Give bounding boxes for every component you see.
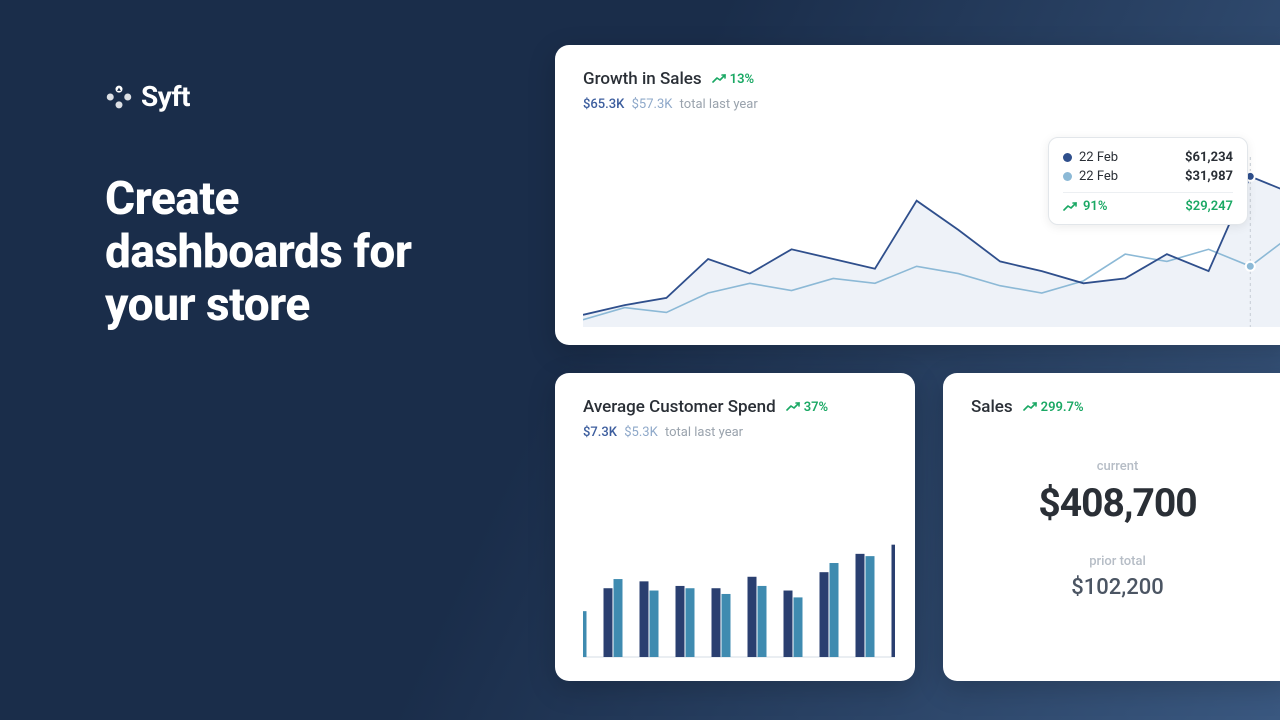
sales-card: Sales 299.7% current $408,700 prior tota… [943, 373, 1280, 681]
series-dot-icon [1063, 153, 1072, 162]
growth-header: Growth in Sales 13% [583, 69, 1280, 89]
growth-secondary-value: $57.3K [632, 97, 673, 112]
growth-card: Growth in Sales 13% $65.3K $57.3K total … [555, 45, 1280, 345]
growth-primary-value: $65.3K [583, 97, 624, 112]
tooltip-value: $31,987 [1185, 169, 1233, 184]
spend-card: Average Customer Spend 37% $7.3K $5.3K t… [555, 373, 915, 681]
sales-pct: 299.7% [1023, 400, 1084, 415]
chart-tooltip: 22 Feb $61,234 22 Feb $31,987 91% $29,24… [1048, 137, 1248, 225]
sales-current-value: $408,700 [943, 480, 1280, 526]
growth-subline: $65.3K $57.3K total last year [583, 97, 1280, 112]
sales-current-label: current [943, 459, 1280, 474]
dashboard-panel: Growth in Sales 13% $65.3K $57.3K total … [555, 0, 1280, 720]
tooltip-value: $61,234 [1185, 150, 1233, 165]
trend-up-icon [712, 74, 726, 84]
tooltip-pct: 91% [1083, 199, 1107, 214]
spend-header: Average Customer Spend 37% [583, 397, 887, 417]
sales-prior-value: $102,200 [943, 575, 1280, 600]
brand-logo: Syft [105, 80, 555, 113]
sales-body: current $408,700 prior total $102,200 [943, 459, 1280, 600]
tooltip-divider [1063, 192, 1233, 193]
series-dot-icon [1063, 172, 1072, 181]
spend-pct: 37% [786, 400, 828, 415]
growth-title: Growth in Sales [583, 69, 702, 89]
trend-up-icon [1063, 202, 1077, 212]
spend-subline: $7.3K $5.3K total last year [583, 425, 887, 440]
growth-pct-text: 13% [730, 72, 754, 87]
tooltip-row: 22 Feb $61,234 [1063, 148, 1233, 167]
hero-panel: Syft Create dashboards for your store [0, 0, 555, 720]
tooltip-diff: $29,247 [1185, 199, 1233, 214]
spend-pct-text: 37% [804, 400, 828, 415]
tooltip-row: 22 Feb $31,987 [1063, 167, 1233, 186]
logo-mark-icon [105, 83, 133, 111]
hero-headline: Create dashboards for your store [105, 173, 445, 332]
tooltip-date: 22 Feb [1079, 150, 1118, 165]
sales-header: Sales 299.7% [971, 397, 1264, 417]
spend-primary-value: $7.3K [583, 425, 617, 440]
brand-name: Syft [141, 80, 190, 113]
tooltip-date: 22 Feb [1079, 169, 1118, 184]
sales-pct-text: 299.7% [1041, 400, 1084, 415]
spend-secondary-value: $5.3K [624, 425, 658, 440]
sales-title: Sales [971, 397, 1013, 417]
trend-up-icon [786, 402, 800, 412]
growth-secondary-label: total last year [680, 97, 758, 112]
tooltip-diff-row: 91% $29,247 [1063, 199, 1233, 214]
growth-pct: 13% [712, 72, 754, 87]
spend-chart [583, 504, 895, 659]
trend-up-icon [1023, 402, 1037, 412]
spend-secondary-label: total last year [665, 425, 743, 440]
sales-prior-label: prior total [943, 554, 1280, 569]
spend-title: Average Customer Spend [583, 397, 776, 417]
